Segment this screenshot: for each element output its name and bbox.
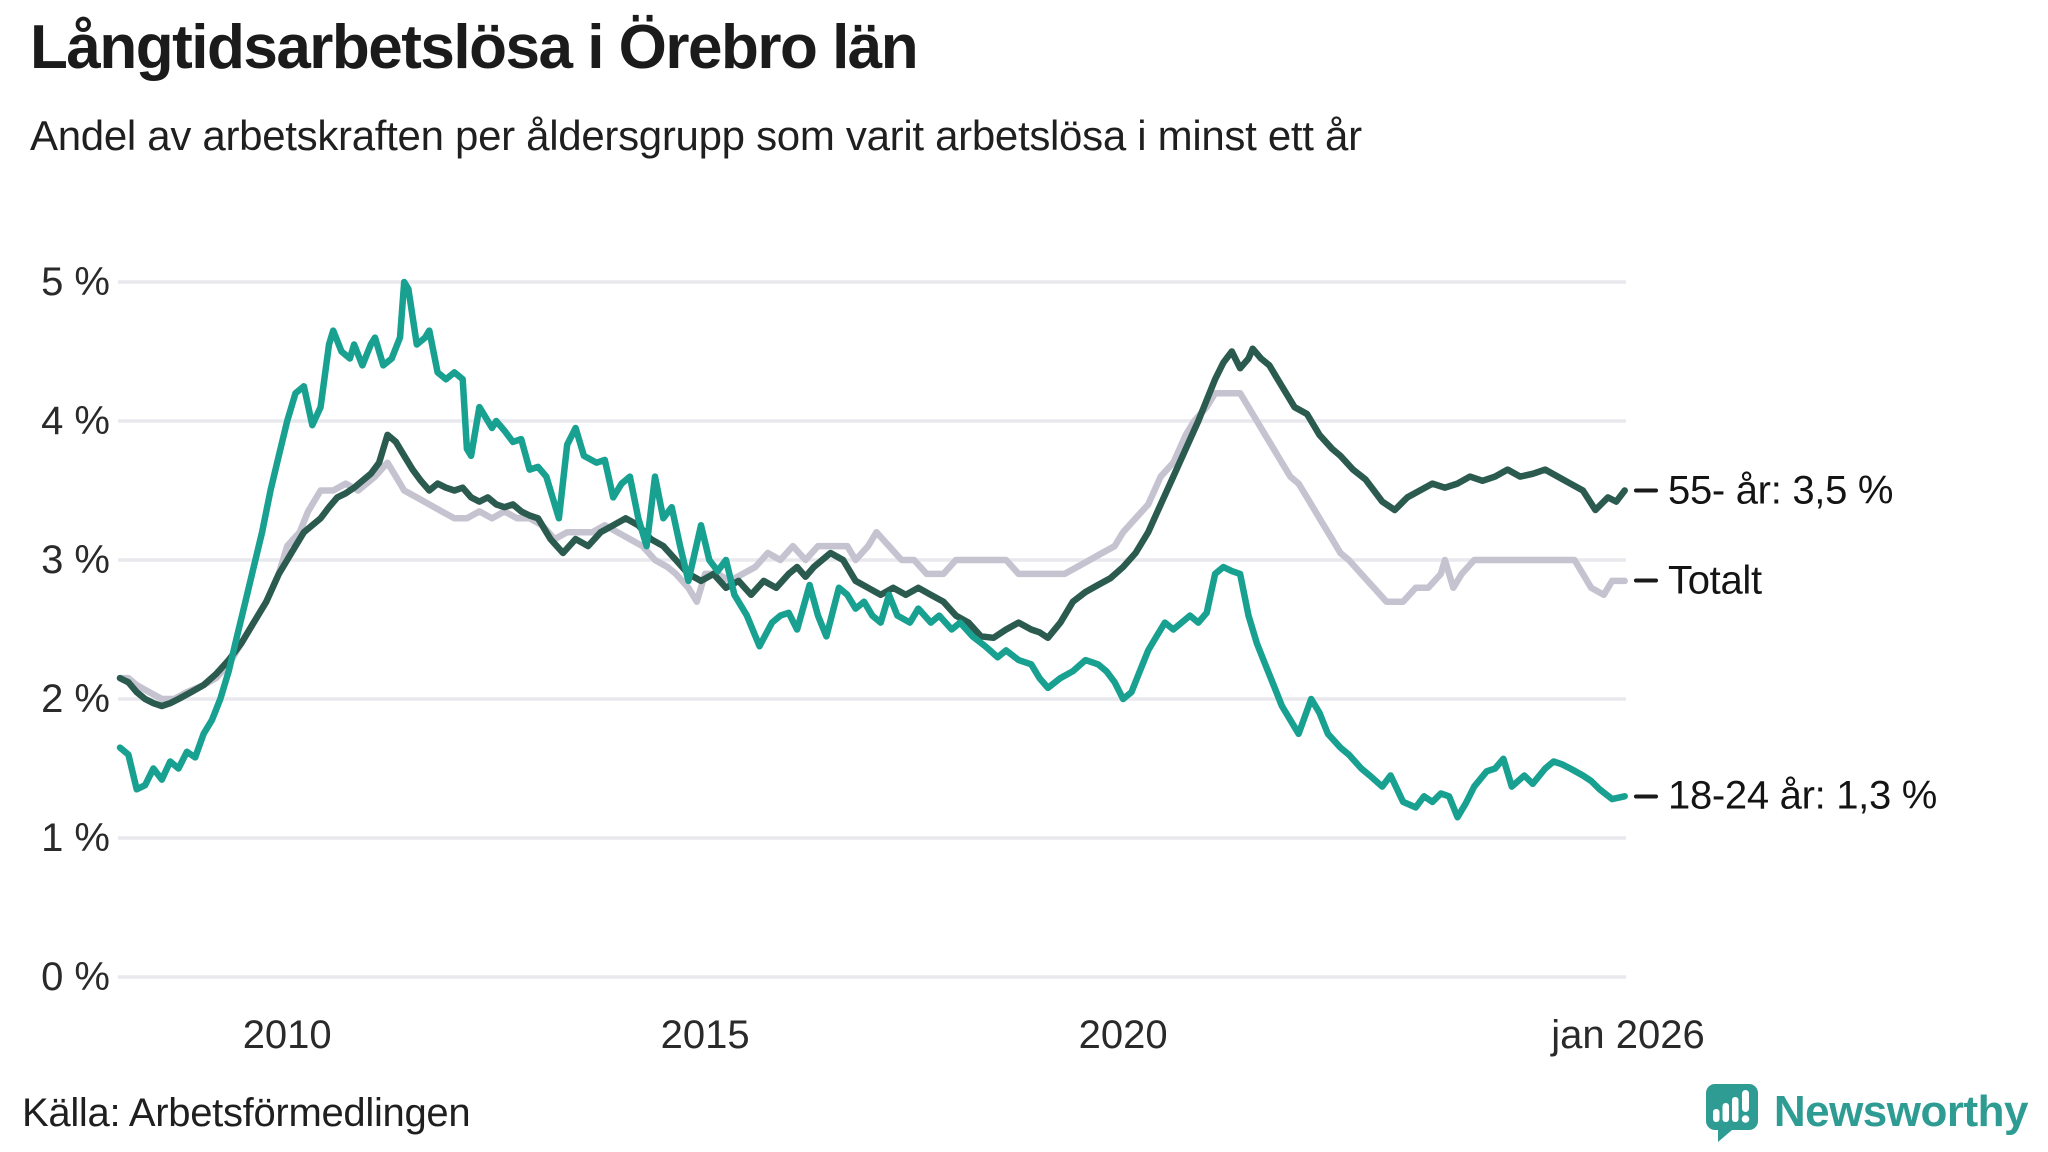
series-label-text: 18-24 år: 1,3 % (1668, 773, 1937, 818)
x-tick-label-2010: 2010 (243, 1013, 332, 1057)
y-tick-label-2: 2 % (41, 677, 110, 721)
series-end-label-55-ar: 55- år: 3,5 % (1634, 468, 1893, 513)
x-tick-label-jan-2026: jan 2026 (1550, 1013, 1704, 1057)
brand-logo: Newsworthy (1702, 1082, 2029, 1142)
page-title: Långtidsarbetslösa i Örebro län (30, 13, 919, 82)
x-tick-label-2020: 2020 (1079, 1013, 1168, 1057)
series-label-text: 55- år: 3,5 % (1668, 468, 1894, 512)
series-end-label-totalt: Totalt (1634, 558, 1762, 603)
newsworthy-logo-icon (1705, 1084, 1758, 1142)
series-tick-dash (1634, 488, 1658, 493)
series-line-18-24-år (116, 278, 1628, 821)
y-tick-label-3: 3 % (41, 538, 110, 582)
series-end-label-18-24-ar: 18-24 år: 1,3 % (1634, 774, 1937, 819)
series-tick-dash (1634, 578, 1658, 583)
y-tick-label-1: 1 % (41, 816, 110, 860)
y-tick-label-4: 4 % (41, 399, 110, 443)
x-tick-label-2015: 2015 (661, 1013, 750, 1057)
y-tick-label-0: 0 % (41, 955, 110, 999)
series-label-text: Totalt (1668, 558, 1762, 603)
series-line-55--år (116, 345, 1628, 710)
series-tick-dash (1634, 794, 1658, 799)
y-tick-label-5: 5 % (41, 260, 110, 304)
page-subtitle: Andel av arbetskraften per åldersgrupp s… (30, 112, 1362, 159)
source-note: Källa: Arbetsförmedlingen (22, 1091, 471, 1135)
brand-name: Newsworthy (1773, 1087, 2029, 1136)
series-line-Totalt (116, 389, 1628, 703)
